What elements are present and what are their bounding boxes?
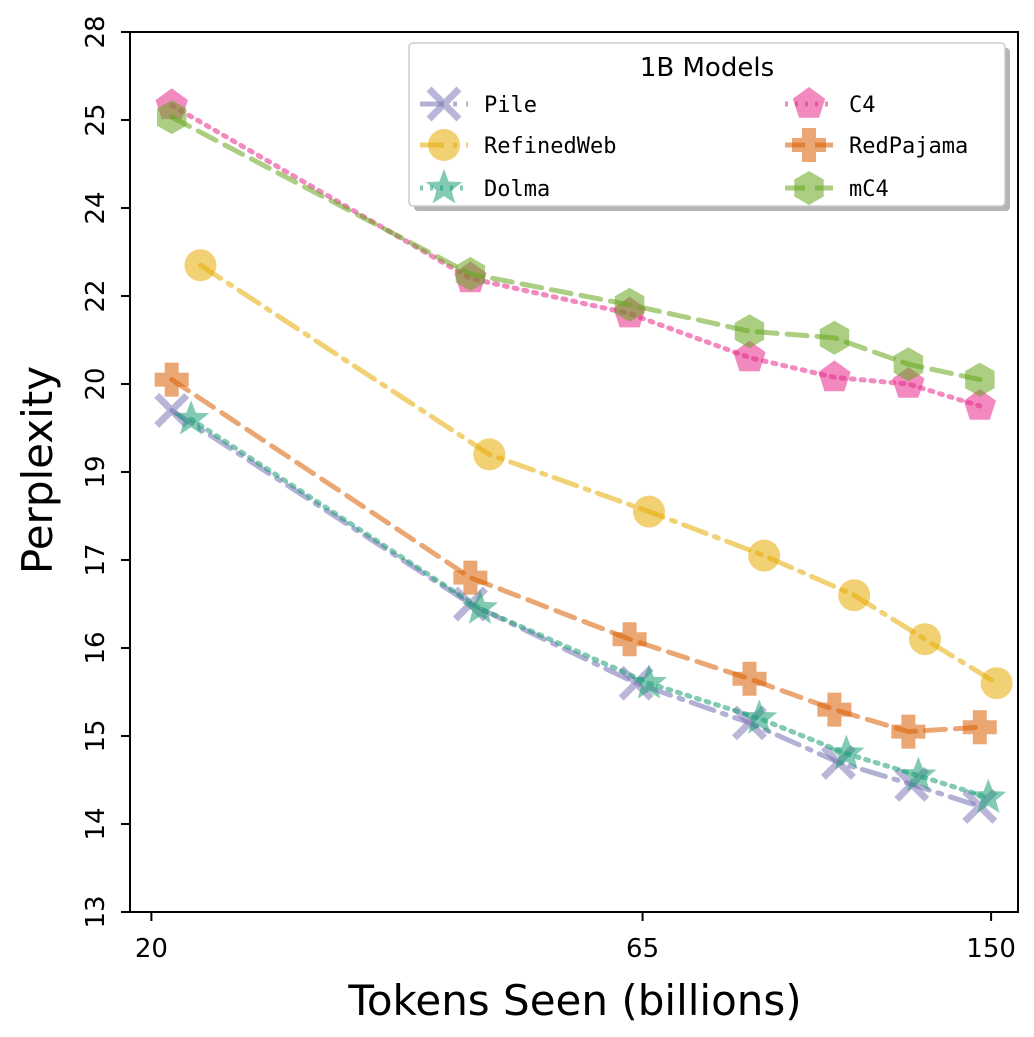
data-point-mc4 bbox=[819, 320, 850, 355]
legend-item-dolma: Dolma bbox=[420, 169, 550, 204]
data-point-mc4 bbox=[965, 362, 995, 397]
series-line-refinedweb bbox=[198, 262, 1000, 686]
legend-item-mc4: mC4 bbox=[785, 171, 889, 205]
legend-marker bbox=[425, 169, 463, 204]
data-point-redpajama bbox=[732, 661, 767, 696]
legend: 1B Models Pile RefinedWeb Dolma C4 RedPajama m… bbox=[408, 42, 1010, 211]
legend-label: RedPajama bbox=[849, 134, 968, 159]
y-tick-label: 25 bbox=[81, 103, 111, 136]
series-redpajama bbox=[154, 362, 997, 749]
legend-label: C4 bbox=[849, 93, 876, 118]
y-tick-label: 20 bbox=[81, 367, 111, 400]
data-point-dolma bbox=[741, 699, 778, 734]
x-axis-title: Tokens Seen (billions) bbox=[347, 976, 801, 1025]
data-point-dolma bbox=[900, 756, 937, 791]
y-tick-label: 13 bbox=[81, 895, 111, 928]
y-tick-label: 17 bbox=[81, 543, 111, 576]
data-point-redpajama bbox=[817, 692, 852, 727]
y-tick-label: 28 bbox=[81, 15, 111, 48]
legend-item-refinedweb: RefinedWeb bbox=[420, 129, 616, 161]
data-point-refinedweb bbox=[838, 579, 871, 612]
x-tick-label: 20 bbox=[135, 934, 168, 964]
legend-marker bbox=[792, 128, 826, 162]
x-tick-label: 65 bbox=[626, 934, 659, 964]
series-pile bbox=[154, 392, 998, 824]
legend-marker bbox=[426, 86, 462, 122]
data-point-mc4 bbox=[893, 347, 924, 382]
series-line-dolma bbox=[188, 416, 991, 801]
series-refinedweb bbox=[184, 249, 1013, 700]
data-point-refinedweb bbox=[980, 667, 1013, 700]
series-mc4 bbox=[157, 100, 995, 397]
data-point-c4 bbox=[963, 389, 996, 420]
axes: 13 14 15 16 17 19 20 22 24 25 28 20 65 150 bbox=[81, 15, 1019, 964]
data-point-refinedweb bbox=[184, 249, 217, 282]
data-point-refinedweb bbox=[909, 623, 942, 656]
y-tick-label: 24 bbox=[81, 191, 111, 224]
data-point-mc4 bbox=[614, 287, 645, 322]
y-tick-label: 15 bbox=[81, 719, 111, 752]
legend-label: mC4 bbox=[849, 177, 889, 202]
legend-box bbox=[408, 42, 1006, 207]
data-point-mc4 bbox=[157, 100, 187, 135]
y-tick-label: 16 bbox=[81, 631, 111, 664]
series-line-redpajama bbox=[169, 377, 983, 735]
legend-item-redpajama: RedPajama bbox=[785, 128, 968, 162]
plot-area bbox=[154, 88, 1013, 824]
y-tick-label: 19 bbox=[81, 455, 111, 488]
data-point-dolma bbox=[173, 400, 210, 435]
data-point-dolma bbox=[461, 589, 498, 624]
data-point-refinedweb bbox=[473, 438, 506, 471]
data-point-c4 bbox=[818, 360, 851, 392]
data-point-refinedweb bbox=[632, 495, 665, 528]
legend-marker bbox=[792, 87, 826, 118]
data-point-redpajama bbox=[154, 362, 189, 397]
series-dolma bbox=[173, 400, 1007, 813]
data-point-dolma bbox=[828, 734, 865, 769]
data-point-redpajama bbox=[962, 710, 997, 745]
data-point-c4 bbox=[733, 340, 766, 372]
y-axis-title: Perplexity bbox=[13, 366, 62, 574]
y-tick-label: 22 bbox=[81, 279, 111, 312]
data-point-dolma bbox=[970, 778, 1007, 813]
y-tick-label: 14 bbox=[81, 807, 111, 840]
legend-marker bbox=[428, 129, 460, 161]
data-point-redpajama bbox=[453, 560, 488, 595]
legend-label: RefinedWeb bbox=[484, 134, 616, 159]
data-point-redpajama bbox=[612, 622, 647, 657]
legend-item-pile: Pile bbox=[420, 86, 537, 122]
x-tick-label: 150 bbox=[966, 934, 1016, 964]
legend-item-c4: C4 bbox=[785, 87, 876, 118]
legend-label: Pile bbox=[484, 93, 537, 118]
data-point-pile bbox=[154, 392, 190, 428]
data-point-mc4 bbox=[455, 257, 486, 291]
data-point-mc4 bbox=[734, 314, 765, 349]
data-point-redpajama bbox=[891, 714, 926, 749]
legend-title: 1B Models bbox=[640, 53, 774, 83]
legend-marker bbox=[794, 171, 824, 205]
legend-label: Dolma bbox=[484, 177, 550, 202]
data-point-refinedweb bbox=[748, 539, 781, 572]
data-point-dolma bbox=[630, 664, 667, 699]
